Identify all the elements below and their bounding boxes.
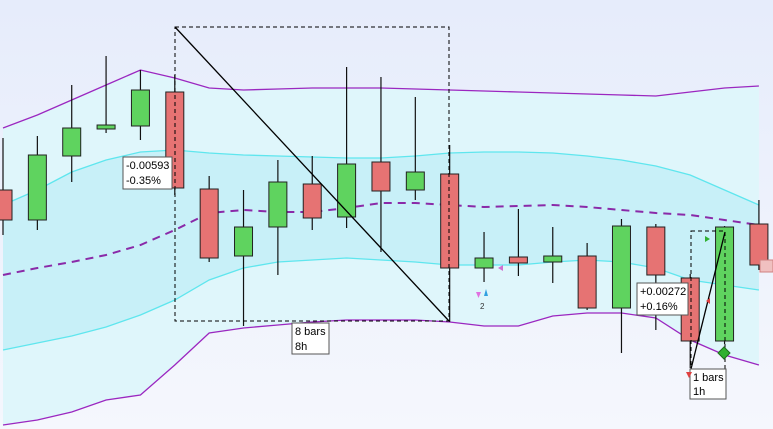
measure-percent: +0.16% xyxy=(640,301,678,313)
label-box xyxy=(291,322,330,355)
bearish-body xyxy=(440,173,460,269)
bearish-body xyxy=(0,189,13,221)
marker xyxy=(498,265,503,271)
measure-bars: 8 bars xyxy=(295,326,326,338)
measure-time: 1h xyxy=(693,386,705,398)
marker xyxy=(476,292,481,298)
marker-count: 2 xyxy=(480,302,485,311)
bearish-body xyxy=(749,223,769,266)
bullish-body xyxy=(543,255,563,263)
bullish-body xyxy=(268,181,288,228)
marker xyxy=(484,289,488,296)
measure-percent: -0.35% xyxy=(126,175,161,187)
band-line xyxy=(2,312,760,426)
bearish-body xyxy=(577,255,597,309)
measure-time: 8h xyxy=(295,341,307,353)
marker xyxy=(706,298,710,304)
bearish-body xyxy=(302,183,322,219)
measure-change: -0.00593 xyxy=(126,160,169,172)
bullish-body xyxy=(405,171,425,191)
price-tag xyxy=(759,259,773,273)
marker xyxy=(686,372,692,378)
bearish-body xyxy=(508,256,528,264)
band-line xyxy=(2,257,760,351)
measure-change: +0.00272 xyxy=(640,286,686,298)
measurements: -0.00593 -0.35% 8 bars 8h +0.00272 +0.16… xyxy=(122,26,773,400)
bullish-body xyxy=(474,257,494,269)
bullish-body xyxy=(611,225,631,309)
label-box xyxy=(636,282,689,316)
band-line xyxy=(2,202,760,276)
measure-bars: 1 bars xyxy=(693,372,724,384)
marker xyxy=(705,236,710,242)
label-box xyxy=(689,368,727,400)
marker xyxy=(717,346,731,360)
bullish-body xyxy=(27,154,47,221)
measure-box xyxy=(174,26,450,322)
bullish-body xyxy=(337,163,357,218)
bullish-body xyxy=(130,89,150,127)
bearish-body xyxy=(199,188,219,259)
bullish-body xyxy=(96,124,116,130)
measure-line xyxy=(174,26,450,322)
bullish-body xyxy=(62,127,82,157)
bullish-body xyxy=(234,226,254,257)
label-box xyxy=(122,156,173,190)
bearish-body xyxy=(646,226,666,276)
bearish-body xyxy=(371,161,391,192)
